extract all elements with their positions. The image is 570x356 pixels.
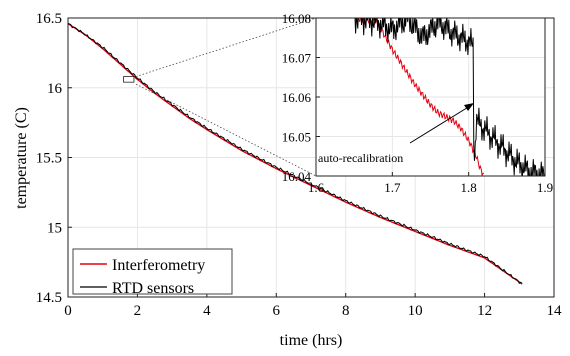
main-x-tick-label: 14 <box>547 303 563 319</box>
main-x-tick-label: 10 <box>408 303 423 319</box>
main-x-tick-label: 2 <box>134 303 142 319</box>
main-x-tick-label: 6 <box>273 303 281 319</box>
zoom-indicator <box>123 17 317 177</box>
main-series <box>67 23 523 285</box>
annotation-auto-recalibration: auto-recalibration <box>318 151 403 165</box>
y-axis-label: temperature (C) <box>13 107 30 209</box>
legend-label-interferometry: Interferometry <box>112 257 205 274</box>
annotation-arrow-line <box>409 105 471 144</box>
x-axis-label: time (hrs) <box>280 332 343 349</box>
inset-y-tick-label: 16.06 <box>282 90 312 105</box>
inset-y-ticks: 16.04 16.05 16.06 16.07 16.08 <box>282 11 320 184</box>
inset-x-tick-label: 1.6 <box>308 180 325 195</box>
zoom-connector-bottom <box>135 83 317 177</box>
main-y-ticks: 14.5 15 15.5 16 16.5 <box>36 11 72 306</box>
inset-y-tick-label: 16.05 <box>282 130 311 145</box>
annotation-arrow-head <box>464 103 474 111</box>
main-x-ticks: 0 2 4 6 8 10 12 14 <box>64 293 562 319</box>
main-series-line-rtd <box>67 23 523 285</box>
zoom-box <box>123 76 135 83</box>
main-y-tick-label: 16 <box>47 81 63 97</box>
inset-y-tick-label: 16.07 <box>282 51 312 66</box>
main-y-tick-label: 15 <box>47 220 62 236</box>
main-x-tick-label: 8 <box>342 303 350 319</box>
inset-series <box>354 18 545 176</box>
main-x-tick-label: 0 <box>64 303 72 319</box>
inset-x-tick-label: 1.9 <box>537 180 553 195</box>
zoom-connector-top <box>135 17 317 77</box>
inset-x-tick-label: 1.8 <box>461 180 477 195</box>
main-x-tick-label: 4 <box>203 303 211 319</box>
inset-series-line-rtd <box>354 18 545 176</box>
inset-y-tick-label: 16.08 <box>282 11 311 26</box>
inset-x-ticks: 1.6 1.7 1.8 1.9 <box>308 172 553 195</box>
main-y-tick-label: 14.5 <box>36 290 62 306</box>
main-y-tick-label: 15.5 <box>36 151 62 167</box>
inset-x-tick-label: 1.7 <box>384 180 401 195</box>
inset-plot-area <box>354 18 545 176</box>
inset-y-tick-label: 16.04 <box>282 169 312 184</box>
legend-label-rtd: RTD sensors <box>112 280 194 297</box>
main-x-tick-label: 12 <box>477 303 492 319</box>
main-y-tick-label: 16.5 <box>36 11 62 27</box>
